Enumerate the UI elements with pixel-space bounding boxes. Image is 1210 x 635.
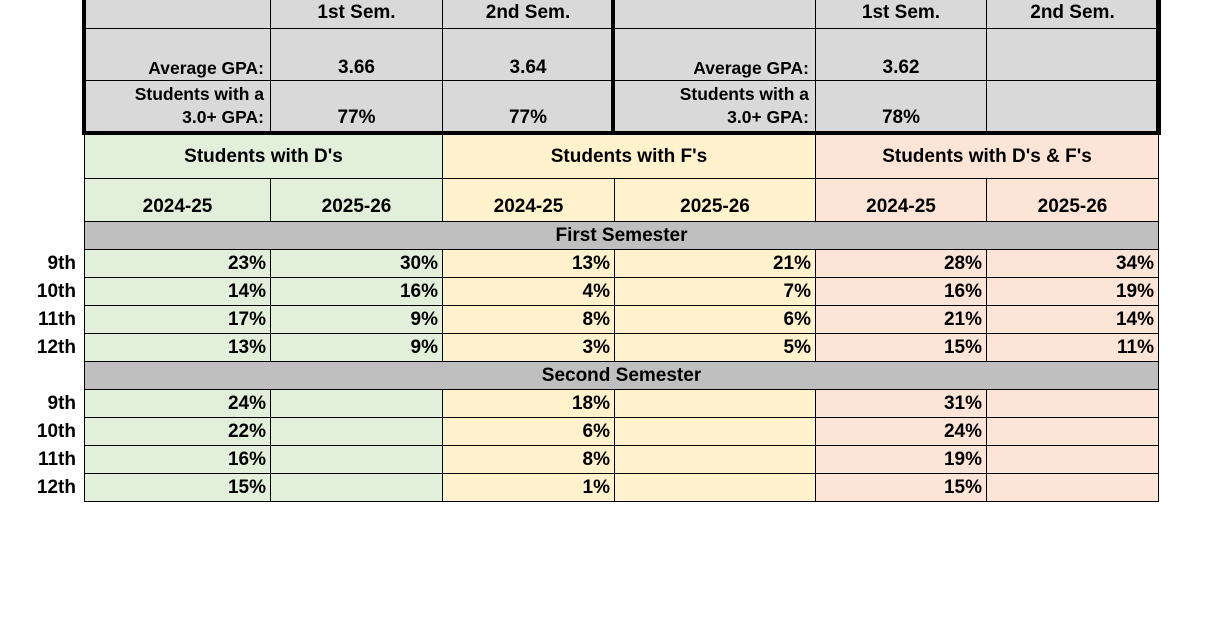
table-cell: 9% [270, 305, 443, 334]
year-header-f-2425: 2024-25 [442, 178, 615, 222]
table-cell: 21% [614, 249, 816, 278]
table-cell: 1% [442, 473, 615, 502]
gpa-border-right [1156, 0, 1161, 134]
row-grade-label: 9th [47, 392, 77, 414]
table-cell: 24% [815, 417, 987, 446]
table-cell: 5% [614, 333, 816, 362]
row-grade-label: 12th [36, 336, 76, 358]
table-cell [986, 417, 1159, 446]
table-cell: 15% [815, 473, 987, 502]
table-cell: 8% [442, 305, 615, 334]
table-cell [270, 445, 443, 474]
table-cell: 16% [84, 445, 271, 474]
table-cell: 30% [270, 249, 443, 278]
table-cell [270, 389, 443, 418]
group-header-d: Students with D's [84, 134, 443, 179]
table-cell: 3% [442, 333, 615, 362]
year-header-df-2526: 2025-26 [986, 178, 1159, 222]
gpa-left-avg-sem2: 3.64 [442, 28, 614, 81]
gpa-right-avg-label: Average GPA: [614, 28, 816, 81]
table-cell [614, 473, 816, 502]
table-cell: 31% [815, 389, 987, 418]
gpa-border-bottom [82, 131, 1161, 135]
table-cell [614, 417, 816, 446]
table-cell: 34% [986, 249, 1159, 278]
table-cell [614, 389, 816, 418]
row-grade-label: 11th [37, 448, 76, 470]
table-cell [270, 473, 443, 502]
gpa-right-pct-label: Students with a 3.0+ GPA: [614, 80, 816, 132]
gpa-left-sem2-header: 2nd Sem. [442, 0, 614, 29]
table-cell: 21% [815, 305, 987, 334]
gpa-left-pct-label: Students with a 3.0+ GPA: [84, 80, 271, 132]
gpa-right-avg-sem1: 3.62 [815, 28, 987, 81]
table-cell: 17% [84, 305, 271, 334]
table-cell: 15% [84, 473, 271, 502]
group-header-f: Students with F's [442, 134, 816, 179]
table-cell [986, 445, 1159, 474]
year-header-d-2425: 2024-25 [84, 178, 271, 222]
gpa-left-avg-sem1: 3.66 [270, 28, 443, 81]
gpa-left-pct-sem1: 77% [270, 80, 443, 132]
year-header-d-2526: 2025-26 [270, 178, 443, 222]
table-cell: 23% [84, 249, 271, 278]
section-title-first-semester: First Semester [84, 221, 1159, 250]
gpa-right-avg-sem2 [986, 28, 1159, 81]
table-cell: 6% [614, 305, 816, 334]
gpa-right-header-blank [614, 0, 816, 29]
table-cell [614, 445, 816, 474]
table-cell: 7% [614, 277, 816, 306]
table-cell: 4% [442, 277, 615, 306]
section-title-second-semester: Second Semester [84, 361, 1159, 390]
table-cell: 8% [442, 445, 615, 474]
table-cell: 22% [84, 417, 271, 446]
table-cell [986, 473, 1159, 502]
table-cell [270, 417, 443, 446]
table-cell: 24% [84, 389, 271, 418]
gpa-left-avg-label: Average GPA: [84, 28, 271, 81]
gpa-right-pct-sem1: 78% [815, 80, 987, 132]
row-grade-label: 10th [36, 420, 76, 442]
table-cell: 13% [84, 333, 271, 362]
table-cell: 13% [442, 249, 615, 278]
group-header-df: Students with D's & F's [815, 134, 1159, 179]
table-cell: 14% [986, 305, 1159, 334]
gpa-border-left [82, 0, 86, 134]
table-cell: 14% [84, 277, 271, 306]
gpa-right-sem1-header: 1st Sem. [815, 0, 987, 29]
table-cell: 19% [815, 445, 987, 474]
table-cell: 28% [815, 249, 987, 278]
gpa-left-sem1-header: 1st Sem. [270, 0, 443, 29]
row-grade-label: 12th [36, 476, 76, 498]
row-grade-label: 9th [47, 252, 77, 274]
row-grade-label: 11th [37, 308, 76, 330]
row-grade-label: 10th [36, 280, 76, 302]
gpa-border-mid [611, 0, 615, 134]
table-cell: 9% [270, 333, 443, 362]
table-cell: 18% [442, 389, 615, 418]
table-cell: 11% [986, 333, 1159, 362]
table-cell: 19% [986, 277, 1159, 306]
year-header-df-2425: 2024-25 [815, 178, 987, 222]
gpa-left-pct-sem2: 77% [442, 80, 614, 132]
gpa-right-sem2-header: 2nd Sem. [986, 0, 1159, 29]
table-cell: 6% [442, 417, 615, 446]
year-header-f-2526: 2025-26 [614, 178, 816, 222]
gpa-right-pct-sem2 [986, 80, 1159, 132]
gpa-left-header-blank [84, 0, 271, 29]
table-cell: 16% [270, 277, 443, 306]
table-cell [986, 389, 1159, 418]
table-cell: 16% [815, 277, 987, 306]
table-cell: 15% [815, 333, 987, 362]
